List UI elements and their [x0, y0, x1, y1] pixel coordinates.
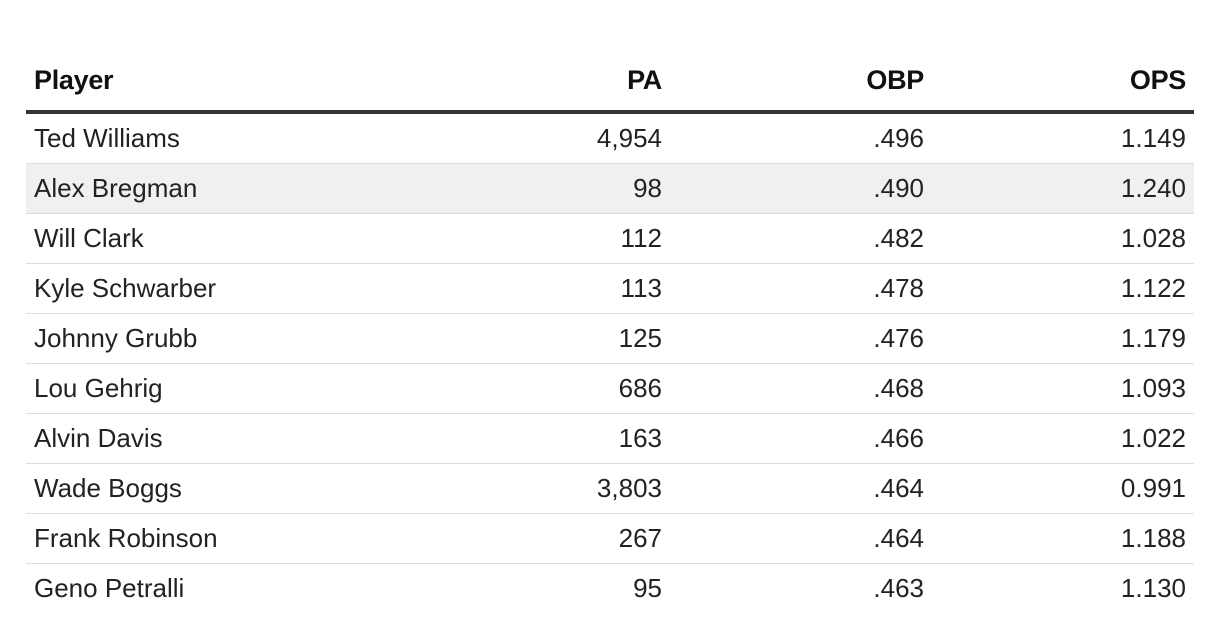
cell-ops: 1.240 — [932, 163, 1194, 214]
table-row: Ted Williams 4,954.496 1.149 — [26, 112, 1194, 164]
cell-ops: 1.122 — [932, 263, 1194, 314]
cell-ops: 0.991 — [932, 463, 1194, 514]
table-body: Ted Williams 4,954.496 1.149 Alex Bregman 98… — [26, 112, 1194, 613]
cell-obp: .468 — [670, 363, 932, 414]
header-row: Player PA OBP OPS — [26, 50, 1194, 114]
cell-pa: 163 — [446, 413, 670, 464]
cell-obp: .476 — [670, 313, 932, 364]
cell-player: Will Clark — [26, 213, 446, 264]
cell-obp: .496 — [670, 112, 932, 164]
cell-player: Wade Boggs — [26, 463, 446, 514]
cell-player: Frank Robinson — [26, 513, 446, 564]
cell-ops: 1.130 — [1120, 573, 1186, 603]
column-header-player[interactable]: Player — [26, 50, 446, 114]
cell-ops: 1.149 — [932, 112, 1194, 164]
table-row: Geno Petralli 95 .463 1.130 — [26, 564, 1194, 614]
cell-pa: 4,954 — [446, 112, 670, 164]
cell-player: Johnny Grubb — [26, 313, 446, 364]
cell-ops: 1.179 — [932, 313, 1194, 364]
table-row: Lou Gehrig 686.468 1.093 — [26, 363, 1194, 414]
table-row: Frank Robinson 267.464 1.188 — [26, 513, 1194, 564]
stats-table-container: Player PA OBP OPS Ted Williams 4,954.496 1… — [26, 50, 1194, 613]
cell-player: Alex Bregman — [26, 163, 446, 214]
table-row: Alvin Davis 163.466 1.022 — [26, 413, 1194, 464]
cell-obp: .464 — [670, 463, 932, 514]
cell-obp: .464 — [670, 513, 932, 564]
cell-pa: 686 — [446, 363, 670, 414]
cell-obp: .490 — [670, 163, 932, 214]
cell-ops: 1.188 — [932, 513, 1194, 564]
table-header: Player PA OBP OPS — [26, 50, 1194, 114]
cell-pa: 95 — [633, 573, 662, 603]
cell-pa: 267 — [446, 513, 670, 564]
table-row: Kyle Schwarber 113.478 1.122 — [26, 263, 1194, 314]
cell-player: Alvin Davis — [26, 413, 446, 464]
cell-obp: .482 — [670, 213, 932, 264]
cell-obp: .466 — [670, 413, 932, 464]
table-row: Will Clark 112.482 1.028 — [26, 213, 1194, 264]
table-row: Johnny Grubb 125.476 1.179 — [26, 313, 1194, 364]
player-stats-table: Player PA OBP OPS Ted Williams 4,954.496 1… — [26, 50, 1194, 613]
cell-pa: 3,803 — [446, 463, 670, 514]
cell-pa: 98 — [446, 163, 670, 214]
cell-player: Lou Gehrig — [26, 363, 446, 414]
cell-obp: .463 — [873, 573, 924, 603]
cell-ops: 1.028 — [932, 213, 1194, 264]
cell-player: Geno Petralli — [34, 573, 185, 603]
cell-player: Ted Williams — [26, 112, 446, 164]
cell-ops: 1.093 — [932, 363, 1194, 414]
cell-obp: .478 — [670, 263, 932, 314]
cell-player: Kyle Schwarber — [26, 263, 446, 314]
column-header-pa[interactable]: PA — [446, 50, 670, 114]
table-row: Alex Bregman 98.490 1.240 — [26, 163, 1194, 214]
table-row: Wade Boggs 3,803.464 0.991 — [26, 463, 1194, 514]
cell-pa: 112 — [446, 213, 670, 264]
cell-pa: 113 — [446, 263, 670, 314]
column-header-obp[interactable]: OBP — [670, 50, 932, 114]
cell-ops: 1.022 — [932, 413, 1194, 464]
column-header-ops[interactable]: OPS — [932, 50, 1194, 114]
cell-pa: 125 — [446, 313, 670, 364]
